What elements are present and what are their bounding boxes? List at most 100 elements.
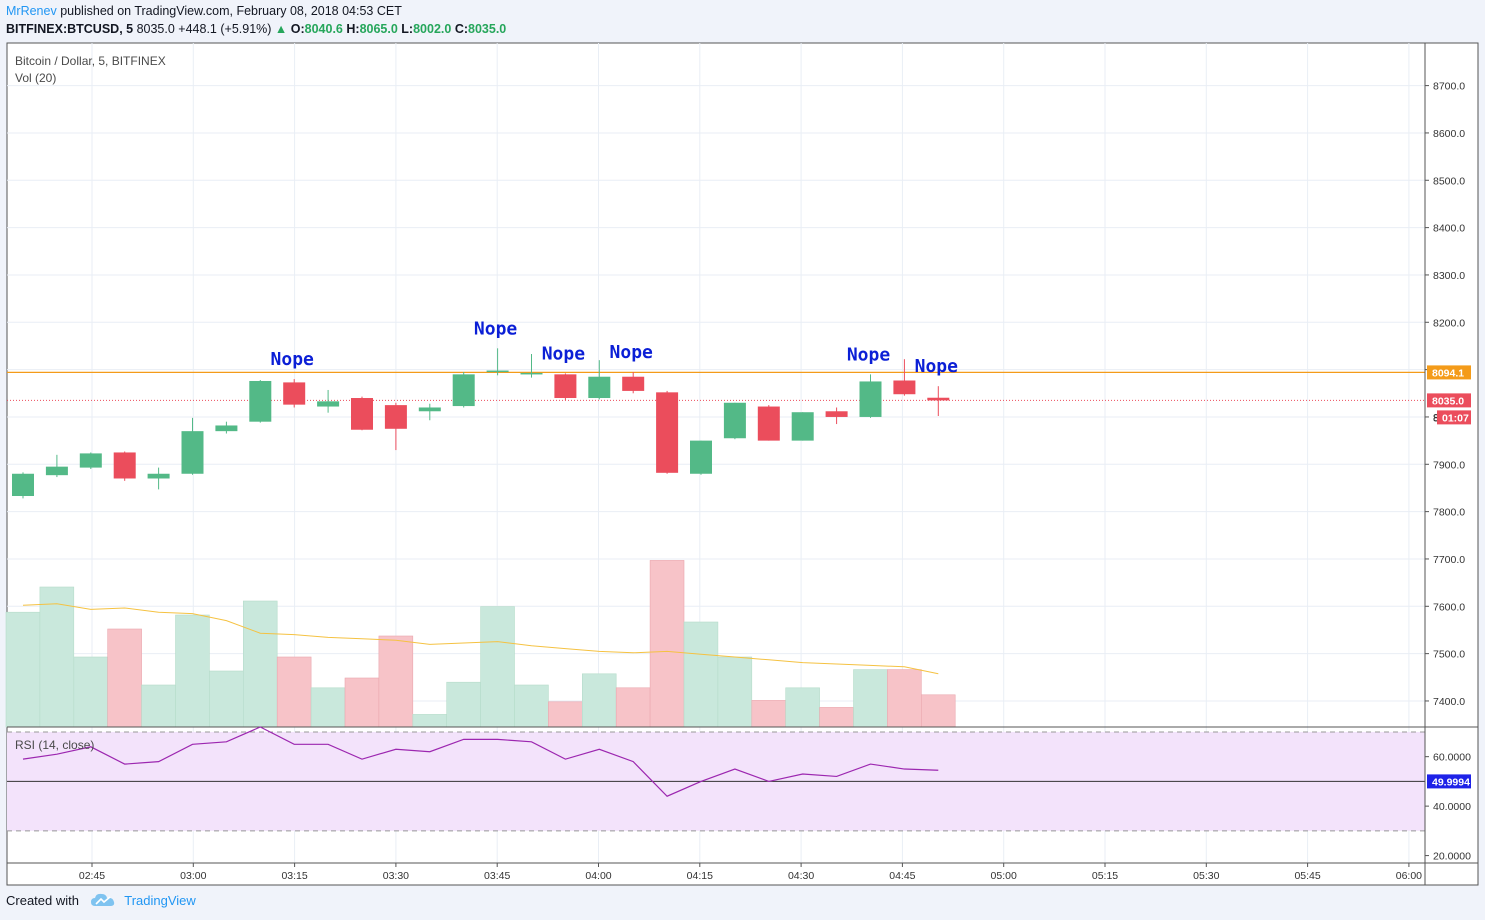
volume-bar: [785, 687, 820, 728]
time-tick-label: 05:15: [1092, 870, 1118, 882]
up-arrow-icon: ▲: [274, 22, 288, 36]
time-tick-label: 05:00: [991, 870, 1017, 882]
candle-body: [825, 411, 848, 417]
change-value: +448.1 (+5.91%): [178, 22, 272, 36]
annotation-text: Nope: [542, 343, 586, 364]
time-tick-label: 04:00: [585, 870, 611, 882]
tradingview-logo-icon: [90, 893, 115, 910]
candle-body: [283, 382, 306, 405]
last-price: 8035.0: [136, 22, 175, 36]
created-with-label: Created with: [6, 892, 79, 908]
candle-body: [859, 381, 882, 417]
volume-ma-line: [22, 603, 939, 675]
rsi-line: [22, 726, 939, 797]
price-tick-label: 8700.0: [1433, 81, 1465, 93]
price-tick-label: 7400.0: [1433, 696, 1465, 708]
time-tick-label: 03:00: [180, 870, 206, 882]
volume-bar: [209, 670, 244, 728]
volume-bar: [717, 656, 753, 728]
candle-body: [757, 406, 780, 441]
candle-body: [554, 374, 577, 399]
price-tick-label: 7800.0: [1433, 507, 1465, 519]
resistance-price-tag-bg: [1427, 365, 1471, 380]
time-tick-label: 03:45: [484, 870, 510, 882]
candle-body: [520, 372, 543, 375]
low-value: 8002.0: [413, 22, 452, 36]
volume-bar: [39, 586, 75, 728]
footer: Created with TradingView: [6, 893, 196, 910]
publish-text: published on TradingView.com, February 0…: [60, 4, 402, 18]
volume-bar: [920, 694, 956, 728]
candle-body: [215, 425, 238, 432]
rsi-label: RSI (14, close): [15, 738, 94, 752]
price-tick-label: 7600.0: [1433, 601, 1465, 613]
symbol-label: BITFINEX:BTCUSD, 5: [6, 22, 134, 36]
open-label: O:: [290, 22, 305, 36]
price-tick-label: 8400.0: [1433, 223, 1465, 235]
annotation-text: Nope: [271, 349, 315, 370]
low-label: L:: [401, 22, 414, 36]
high-label: H:: [346, 22, 360, 36]
price-tick-label: 8500.0: [1433, 175, 1465, 187]
rsi-tick-label: 40.0000: [1433, 801, 1471, 813]
volume-bar: [276, 656, 312, 728]
candle-body: [486, 370, 509, 373]
author-link[interactable]: MrRenev: [6, 4, 57, 18]
open-value: 8040.6: [304, 22, 343, 36]
price-tick-label: 7700.0: [1433, 554, 1465, 566]
volume-bar: [819, 707, 854, 728]
candle-body: [147, 473, 170, 479]
time-tick-label: 05:30: [1193, 870, 1219, 882]
candle-body: [690, 440, 712, 474]
candle-body: [384, 405, 407, 429]
volume-label: Vol (20): [15, 71, 56, 85]
candle-body: [113, 452, 136, 479]
close-label: C:: [454, 22, 469, 36]
tradingview-link[interactable]: TradingView: [124, 892, 196, 908]
volume-bar: [107, 628, 142, 728]
chart-title: Bitcoin / Dollar, 5, BITFINEX: [15, 54, 166, 68]
price-tick-label: 7900.0: [1433, 459, 1465, 471]
volume-bar: [73, 656, 109, 728]
time-tick-label: 02:45: [79, 870, 105, 882]
candle-body: [418, 407, 441, 412]
candle-body: [588, 376, 611, 399]
last-price-tag: 8035.0: [1432, 395, 1464, 407]
price-tick-label: 7500.0: [1433, 649, 1465, 661]
volume-bar: [751, 700, 786, 728]
candle-body: [927, 397, 950, 401]
candle-body: [249, 380, 272, 422]
candle-body: [181, 431, 204, 474]
price-tick-label: 8600.0: [1433, 128, 1465, 140]
candle-body: [45, 466, 68, 476]
high-value: 8065.0: [359, 22, 398, 36]
candle-body: [622, 376, 645, 391]
rsi-tick-label: 20.0000: [1433, 851, 1471, 863]
candle-body: [79, 453, 102, 468]
volume-bar: [548, 701, 583, 728]
candle-body: [723, 402, 746, 439]
resistance-price-tag: 8094.1: [1432, 367, 1464, 379]
price-tick-label: 8200.0: [1433, 317, 1465, 329]
close-value: 8035.0: [468, 22, 507, 36]
last-price-tag-bg: [1427, 393, 1471, 408]
volume-bar: [683, 621, 719, 728]
time-tick-label: 04:30: [788, 870, 814, 882]
time-tick-label: 04:45: [889, 870, 915, 882]
volume-bar: [446, 681, 481, 728]
volume-bar: [412, 714, 447, 728]
volume-bar: [175, 614, 210, 728]
hidden-price-label: 8: [1433, 412, 1439, 424]
candle-body: [791, 412, 814, 441]
volume-bar: [243, 600, 278, 728]
volume-bar: [853, 669, 888, 728]
rsi-tick-label: 60.0000: [1433, 752, 1471, 764]
volume-bar: [514, 684, 549, 728]
volume-bar: [141, 684, 176, 728]
volume-bar: [378, 635, 414, 728]
volume-bar: [649, 560, 685, 728]
countdown-tag: 01:07: [1442, 412, 1469, 424]
volume-bar: [344, 677, 380, 728]
time-tick-label: 03:30: [383, 870, 409, 882]
